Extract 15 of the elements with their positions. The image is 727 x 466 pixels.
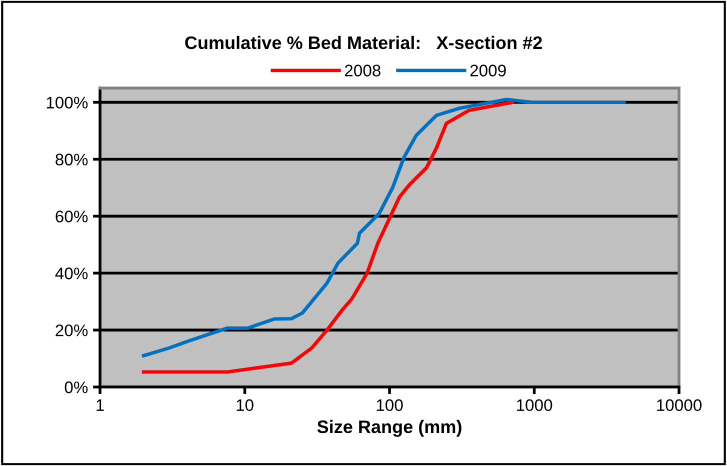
y-tick-label: 20% (56, 324, 88, 336)
legend-label: 2009 (470, 64, 506, 76)
x-tick-label: 10000 (657, 399, 702, 412)
x-tick-label: 100 (376, 399, 403, 412)
y-tick-label: 40% (55, 268, 88, 280)
legend-label: 2008 (344, 64, 380, 76)
y-tick-label: 0% (64, 381, 88, 394)
x-tick-label: 10 (236, 399, 254, 412)
y-tick-label: 80% (56, 154, 88, 166)
chart-title: Cumulative % Bed Material: X-section #2 (185, 36, 542, 50)
y-tick-label: 100% (46, 96, 88, 109)
x-tick-label: 1000 (517, 399, 552, 412)
y-tick-label: 60% (56, 210, 88, 222)
x-tick-label: 1 (96, 399, 104, 411)
x-axis-title: Size Range (mm) (317, 420, 462, 437)
